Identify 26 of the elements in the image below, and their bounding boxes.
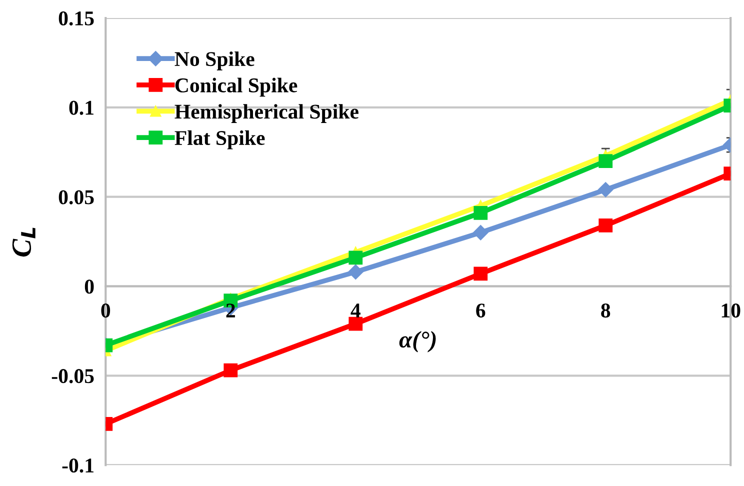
x-axis-title: α(°) [399, 330, 436, 352]
point [348, 250, 363, 265]
point [474, 266, 488, 281]
legend-label: Flat Spike [174, 130, 265, 150]
x-tick-label: 6 [476, 304, 486, 318]
y-tick-label: 0 [84, 280, 94, 294]
x-tick-label: 10 [722, 304, 740, 318]
point [348, 264, 364, 280]
x-tick-label: 4 [350, 304, 360, 318]
x-tick-label: 8 [601, 304, 610, 318]
point [598, 154, 613, 168]
y-tick-label: -0.05 [52, 369, 94, 384]
legend-label: Hemispherical Spike [174, 104, 358, 123]
legend-label: Conical Spike [175, 78, 298, 97]
point [348, 316, 363, 331]
point [473, 225, 488, 240]
y-axis-title: C$_{L}$ [12, 228, 36, 257]
point [474, 206, 488, 220]
y-tick-label: 0.15 [58, 11, 94, 26]
y-tick-label: -0.1 [62, 458, 94, 473]
y-tick-label: 0.1 [69, 100, 94, 115]
y-tick-label: 0.05 [58, 190, 94, 204]
x-tick-label: 0 [101, 304, 110, 318]
legend-label: No Spike [174, 51, 254, 70]
point [598, 218, 613, 232]
point [598, 182, 614, 198]
